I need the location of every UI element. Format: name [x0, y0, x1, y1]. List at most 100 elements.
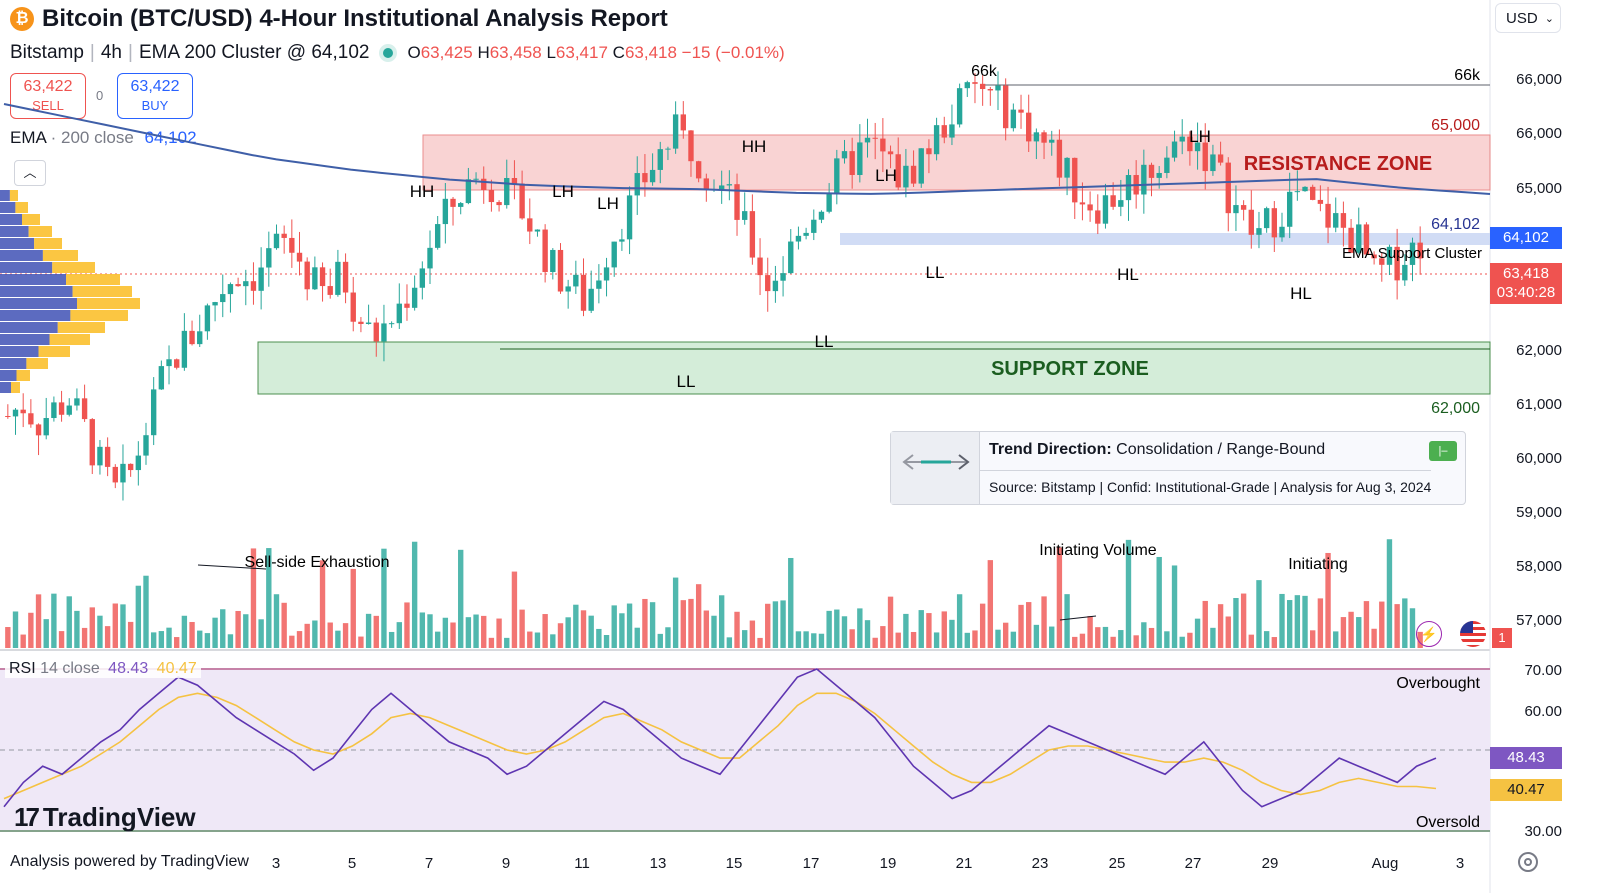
volume-bar — [1202, 600, 1208, 648]
profile-bar-right — [70, 310, 128, 321]
candle-body — [1002, 85, 1009, 129]
volume-bar — [1363, 601, 1370, 648]
us-flag-icon[interactable] — [1460, 621, 1486, 647]
volume-bar — [74, 610, 80, 648]
time-axis-label: 13 — [649, 855, 667, 872]
candle-body — [795, 235, 802, 242]
volume-bar — [918, 610, 924, 648]
profile-bar-left — [0, 262, 53, 273]
profile-bar-right — [57, 322, 105, 333]
candle-body — [949, 124, 955, 138]
volume-bar — [1386, 539, 1393, 648]
candle-body — [227, 284, 234, 295]
candle-body — [542, 229, 548, 273]
volume-bar — [1248, 634, 1254, 648]
volume-bar — [135, 585, 142, 648]
volume-bar — [626, 603, 633, 648]
ema-legend[interactable]: EMA · 200 close 64,102 — [10, 128, 197, 148]
candle-body — [1079, 202, 1086, 205]
volume-bar — [1079, 633, 1086, 648]
volume-bar — [273, 594, 280, 648]
candle-body — [703, 178, 710, 190]
volume-bar — [895, 632, 901, 648]
volume-bar — [1333, 631, 1339, 648]
candle-body — [473, 178, 479, 180]
bar-countdown: 03:40:28 — [1496, 284, 1556, 301]
candle-body — [1125, 175, 1132, 201]
candle-body — [818, 211, 825, 220]
volume-bar — [442, 617, 449, 648]
gear-icon[interactable] — [1518, 852, 1538, 872]
rsi-line — [3, 668, 1437, 808]
top-level-right-label: 66k — [1454, 67, 1481, 84]
volume-bar — [434, 631, 441, 648]
time-axis-label: 11 — [574, 855, 590, 872]
exchange-label[interactable]: Bitstamp — [10, 42, 84, 63]
time-axis-label: 9 — [501, 855, 511, 872]
volume-bar — [749, 620, 756, 648]
candle-body — [166, 359, 172, 367]
rsi-params: 14 close — [40, 660, 100, 677]
candle-body — [335, 261, 341, 295]
candle-body — [1286, 191, 1293, 227]
volume-bar — [688, 598, 694, 648]
volume-bar — [465, 617, 472, 648]
volume-bar — [143, 575, 149, 648]
price-axis-label: 65,000 — [1516, 180, 1562, 197]
trend-icon-cell — [891, 432, 980, 504]
double-arrow-icon — [902, 454, 970, 470]
volume-bar — [197, 630, 203, 648]
tradingview-logo[interactable]: 17 TradingView — [14, 802, 196, 833]
sell-button[interactable]: 63,422 SELL — [10, 73, 86, 119]
candle-body — [174, 359, 180, 368]
collapse-legend-button[interactable]: ︿ — [14, 160, 46, 186]
candle-body — [1018, 109, 1024, 113]
candle-body — [358, 321, 364, 324]
title-text: Bitcoin (BTC/USD) 4-Hour Institutional A… — [42, 5, 668, 32]
candle-body — [972, 82, 978, 84]
volume-bar — [289, 635, 295, 648]
interval-label[interactable]: 4h — [100, 42, 122, 63]
volume-bar — [765, 603, 771, 648]
candle-body — [642, 173, 648, 183]
candle-body — [35, 424, 42, 436]
volume-bar — [488, 637, 495, 648]
profile-bar-left — [0, 250, 43, 261]
lightning-icon[interactable]: ⚡ — [1416, 621, 1442, 647]
candle-body — [158, 366, 165, 390]
candle-body — [104, 446, 111, 467]
volume-bar — [857, 608, 863, 648]
time-axis-label: 27 — [1184, 855, 1202, 872]
price-axis-label: 57,000 — [1516, 612, 1562, 629]
volume-bar — [1102, 626, 1109, 648]
notification-count[interactable]: 1 — [1492, 628, 1512, 648]
buy-button[interactable]: 63,422 BUY — [117, 73, 193, 119]
rsi-name: RSI — [9, 660, 36, 677]
candle-body — [189, 330, 195, 345]
candle-body — [212, 302, 218, 306]
candle-body — [496, 202, 502, 206]
volume-bar — [120, 604, 126, 648]
profile-bar-left — [0, 202, 16, 213]
profile-bar-right — [9, 190, 18, 201]
volume-bar — [1302, 595, 1308, 648]
support-label: SUPPORT ZONE — [991, 358, 1149, 380]
candle-body — [864, 137, 871, 143]
trend-direction-text: Trend Direction: Consolidation / Range-B… — [989, 441, 1325, 459]
rsi-legend[interactable]: RSI 14 close 48.43 40.47 — [5, 660, 201, 678]
resistance-zone — [422, 134, 1491, 191]
candle-body — [657, 149, 663, 170]
candle-body — [757, 257, 763, 276]
volume-bar — [1041, 596, 1047, 648]
price-axis-label: 58,000 — [1516, 558, 1562, 575]
currency-select[interactable]: USD ⌄ — [1495, 3, 1561, 33]
candle-body — [81, 398, 88, 420]
volume-bar — [496, 618, 502, 648]
volume-bar — [1240, 593, 1247, 648]
volume-bar — [588, 615, 594, 648]
ema-name: EMA — [10, 128, 46, 147]
candle-body — [127, 463, 134, 471]
candle-body — [665, 148, 671, 150]
time-axis-label: 23 — [1031, 855, 1049, 872]
